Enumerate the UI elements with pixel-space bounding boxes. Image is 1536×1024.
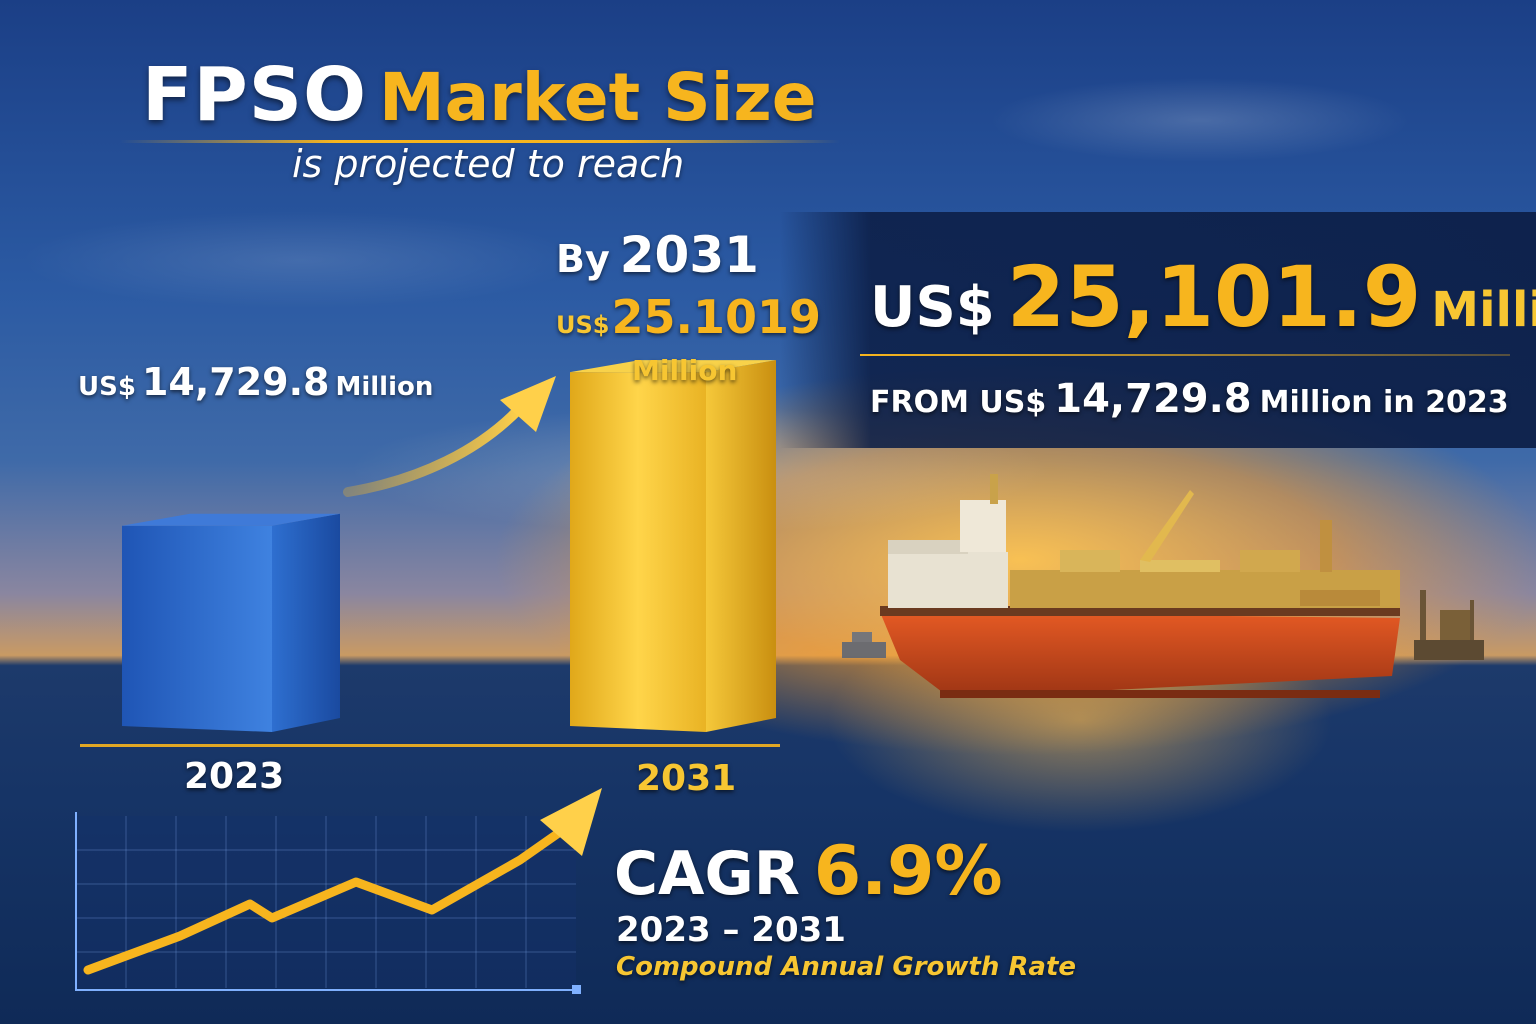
from-prefix: FROM US$ <box>870 385 1047 420</box>
headline-unit: Million <box>1431 282 1536 338</box>
page-subtitle: is projected to reach <box>292 142 685 186</box>
from-suffix: Million in 2023 <box>1259 385 1509 420</box>
title-fpso: FPSO <box>142 52 367 138</box>
by-word: By <box>556 237 610 281</box>
title-underline <box>120 140 840 143</box>
bar-2023-value: 14,729.8 <box>141 360 330 404</box>
bar-2031-front <box>570 372 706 732</box>
cagr-period: 2023 – 2031 <box>616 910 846 950</box>
by-year-label: By 2031 <box>556 226 759 284</box>
by-year: 2031 <box>619 226 759 284</box>
bar-2031-unit: Million <box>632 354 738 387</box>
headline-number: 25,101.9 <box>1006 248 1422 346</box>
cagr-label: CAGR <box>614 839 800 909</box>
cagr-trend-chart <box>75 788 602 994</box>
oil-platform-icon <box>1414 590 1484 660</box>
headline-banner <box>780 212 1536 448</box>
bar-2031-value-label: US$25.1019 <box>556 290 821 344</box>
headline-currency: US$ <box>870 275 995 340</box>
sea-reflection <box>780 660 1536 1020</box>
bars-baseline <box>80 744 780 747</box>
bar-2031-top <box>570 360 776 373</box>
distant-vessel-icon <box>842 632 886 658</box>
category-label-2023: 2023 <box>184 756 285 797</box>
bar-2031 <box>570 360 776 732</box>
bar-2031-side <box>706 360 776 732</box>
bar-2023-side <box>272 513 340 732</box>
cagr-value: 6.9% <box>813 832 1003 911</box>
bar-2031-currency: US$ <box>556 311 610 339</box>
bar-2023-top <box>122 513 340 526</box>
bar-2023-value-label: US$ 14,729.8 Million <box>78 360 433 404</box>
fpso-ship-icon <box>880 474 1400 698</box>
bar-2023 <box>122 513 340 732</box>
bar-2023-front <box>122 525 272 732</box>
banner-divider <box>860 354 1510 356</box>
cagr-description: Compound Annual Growth Rate <box>616 952 1077 982</box>
category-label-2031: 2031 <box>636 758 737 799</box>
page-title: FPSO Market Size <box>142 52 817 138</box>
bar-2023-currency: US$ <box>78 372 136 402</box>
cagr-headline: CAGR 6.9% <box>614 832 1003 911</box>
title-market-size: Market Size <box>379 59 817 136</box>
headline-from: FROM US$ 14,729.8 Million in 2023 <box>870 376 1509 422</box>
bar-2031-value: 25.1019 <box>611 290 821 344</box>
growth-arrow-icon <box>343 376 556 497</box>
from-value: 14,729.8 <box>1054 376 1252 422</box>
bar-2023-unit: Million <box>335 372 434 402</box>
